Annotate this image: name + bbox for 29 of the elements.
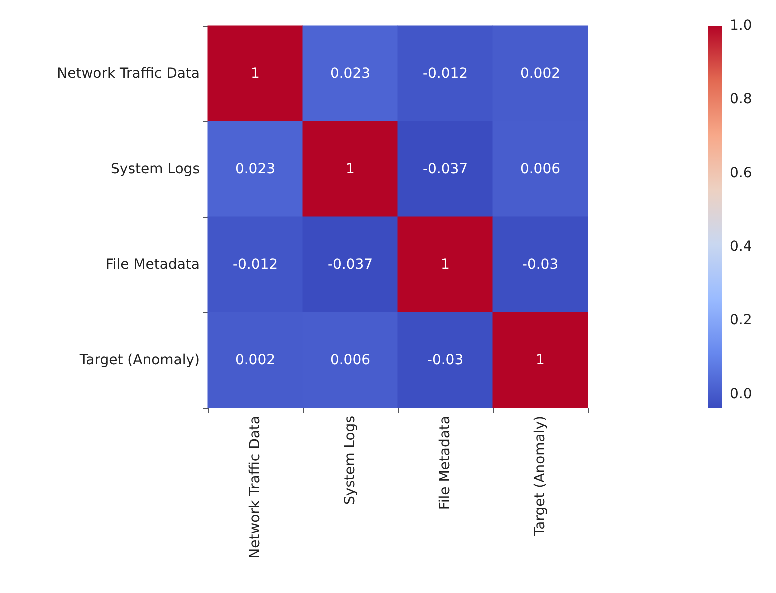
data-label: 0.006 bbox=[520, 161, 561, 178]
data-label: 1 bbox=[536, 352, 545, 368]
y-tick-label: System Logs bbox=[111, 161, 200, 178]
data-label: 0.023 bbox=[235, 161, 276, 178]
color-bar-label: 0.4 bbox=[730, 239, 752, 256]
y-tick-label: Target (Anomaly) bbox=[78, 352, 200, 368]
data-label: 0.006 bbox=[330, 352, 371, 368]
y-tick-label: Network Traffic Data bbox=[57, 66, 200, 82]
color-bar-label: 0.8 bbox=[730, 92, 752, 108]
data-label: 1 bbox=[251, 66, 260, 82]
y-tick-label: File Metadata bbox=[106, 256, 200, 273]
color-bar-label: 0.6 bbox=[730, 165, 752, 182]
data-label: 0.023 bbox=[330, 66, 371, 82]
x-tick-label: File Metadata bbox=[438, 416, 454, 510]
data-label: -0.012 bbox=[232, 256, 278, 273]
data-label: -0.012 bbox=[422, 66, 468, 82]
data-label: -0.037 bbox=[422, 161, 468, 178]
x-tick-label: System Logs bbox=[342, 416, 358, 505]
data-label: 1 bbox=[441, 256, 450, 273]
color-bar-label: 0.2 bbox=[730, 312, 752, 329]
data-label: -0.03 bbox=[427, 352, 464, 368]
x-tick-label: Target (Anomaly) bbox=[532, 416, 548, 538]
color-bar-label: 1.0 bbox=[730, 18, 752, 34]
data-label: 0.002 bbox=[235, 352, 276, 368]
data-label: 1 bbox=[346, 161, 355, 178]
data-label: 0.002 bbox=[520, 66, 561, 82]
data-label: -0.037 bbox=[328, 256, 374, 273]
data-label: -0.03 bbox=[522, 256, 559, 273]
color-bar-label: 0.0 bbox=[730, 386, 752, 402]
